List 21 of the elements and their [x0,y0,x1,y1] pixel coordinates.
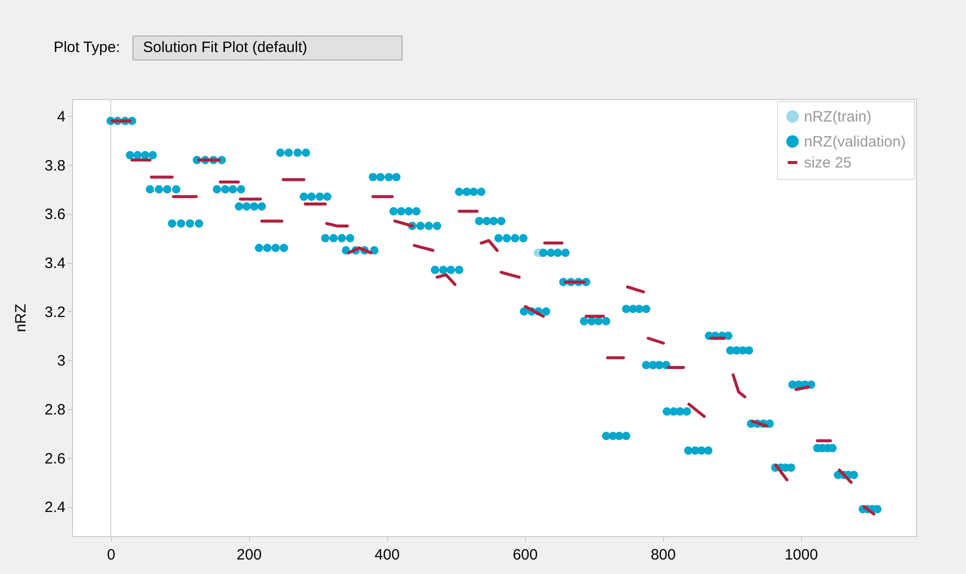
y-tick-label: 4 [57,108,66,126]
y-tick-label: 3.6 [44,206,66,224]
x-tick-label: 800 [650,546,676,564]
legend-label: nRZ(validation) [804,134,906,150]
x-tick-label: 0 [106,546,116,564]
x-tick-label: 400 [374,546,400,564]
legend-label: size 25 [804,154,852,172]
y-tick-label: 2.4 [44,499,66,516]
y-tick-label: 2.8 [44,402,66,419]
y-tick-label: 3.8 [44,157,66,174]
y-axis-title: nRZ [12,304,30,332]
legend-label: nRZ(train) [804,108,872,126]
x-tick-label: 1000 [784,546,818,564]
y-tick-label: 3.2 [44,304,66,321]
x-tick-label: 200 [236,546,262,564]
y-tick-label: 3 [57,352,66,370]
x-tick-label: 600 [512,546,538,564]
text: Solution Fit Plot (default) [143,39,308,56]
y-tick-label: 3.4 [44,255,66,272]
text: Plot Type: [54,39,120,56]
y-tick-label: 2.6 [44,450,66,468]
